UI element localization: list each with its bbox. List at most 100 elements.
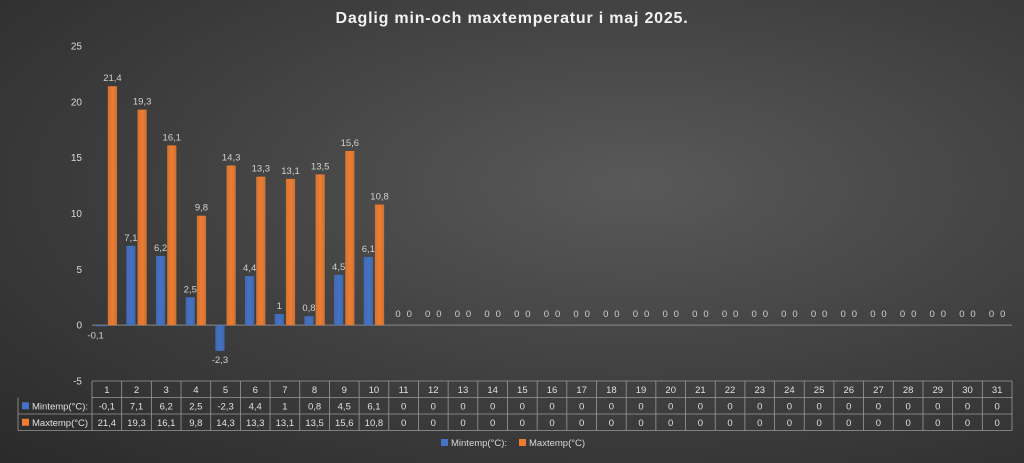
- table-category-cell: 11: [399, 385, 409, 396]
- table-category-cell: 25: [814, 385, 825, 396]
- min-data-label: 0: [751, 309, 756, 320]
- table-value-cell: 13,3: [246, 418, 265, 429]
- y-tick-label: -5: [73, 377, 82, 388]
- min-data-label: 0: [395, 309, 400, 320]
- max-data-label: 9,8: [195, 203, 208, 214]
- max-bar: [167, 145, 177, 326]
- max-data-label: 0: [466, 309, 471, 320]
- min-bar: [96, 325, 106, 327]
- max-data-label: 19,3: [133, 97, 152, 108]
- max-bar: [285, 178, 296, 326]
- min-data-label: 0: [722, 309, 727, 320]
- table-value-cell: 0: [698, 418, 703, 429]
- table-value-cell: 0: [460, 418, 465, 429]
- table-value-cell: 15,6: [335, 418, 354, 429]
- table-category-cell: 13: [458, 385, 469, 396]
- table-value-cell: 0: [935, 418, 940, 429]
- legend: Mintemp(°C): Maxtemp(°C): [441, 438, 585, 449]
- min-data-label: 0: [870, 309, 875, 320]
- max-bar: [315, 174, 325, 326]
- max-data-label: 0: [496, 309, 501, 320]
- min-data-label: 2,5: [184, 284, 197, 295]
- table-value-cell: 6,1: [367, 402, 380, 413]
- table-value-cell: 0: [579, 418, 584, 429]
- table-legend-key: [22, 402, 29, 410]
- data-labels: -0,17,16,22,5-2,34,41 0,84,56,10 0 0 0 0 0 0 0 0 0…: [87, 73, 1005, 366]
- max-data-label: 0: [614, 309, 619, 320]
- max-data-label: 0: [970, 309, 975, 320]
- min-bar: [363, 257, 373, 326]
- max-bar: [345, 150, 355, 326]
- table-value-cell: 0: [490, 402, 495, 413]
- max-data-label: 21,4: [103, 73, 122, 84]
- min-data-label: 0: [959, 309, 964, 320]
- table-category-cell: 8: [312, 385, 317, 396]
- min-bar: [334, 274, 344, 326]
- table-category-cell: 16: [547, 385, 558, 396]
- table-category-cell: 7: [282, 385, 287, 396]
- max-data-label: 0: [1000, 309, 1005, 320]
- table-value-cell: 0: [965, 402, 970, 413]
- max-data-label: 0: [941, 309, 946, 320]
- max-data-label: 0: [585, 309, 590, 320]
- table-value-cell: 0: [727, 418, 732, 429]
- table-category-cell: 28: [903, 385, 914, 396]
- min-data-label: 0: [573, 309, 578, 320]
- table-value-cell: 13,5: [305, 418, 324, 429]
- min-data-label: 7,1: [124, 233, 137, 244]
- min-bar: [155, 255, 166, 326]
- table-row-header: Maxtemp(°C): [32, 418, 88, 429]
- min-data-label: 6,2: [154, 243, 167, 254]
- max-data-label: 0: [822, 309, 827, 320]
- table-category-cell: 19: [636, 385, 647, 396]
- table-value-cell: 7,1: [130, 402, 143, 413]
- table-category-cell: 18: [606, 385, 617, 396]
- table-value-cell: 0: [876, 402, 881, 413]
- min-data-label: 1: [277, 301, 282, 312]
- min-data-label: 0: [841, 309, 846, 320]
- table-category-cell: 9: [342, 385, 347, 396]
- max-data-label: 14,3: [222, 152, 241, 163]
- table-category-cell: 22: [725, 385, 736, 396]
- max-bar: [137, 109, 147, 326]
- table-category-cell: 1: [104, 385, 109, 396]
- min-data-label: 0: [633, 309, 638, 320]
- y-tick-label: 20: [71, 97, 83, 108]
- table-value-cell: 0: [935, 402, 940, 413]
- table-value-cell: 0: [876, 418, 881, 429]
- table-value-cell: 0: [520, 418, 525, 429]
- table-value-cell: 0: [490, 418, 495, 429]
- legend-entry: Mintemp(°C):: [451, 438, 507, 449]
- table-row-header: Mintemp(°C):: [32, 402, 88, 413]
- table-category-cell: 23: [754, 385, 765, 396]
- y-tick-label: 25: [71, 42, 83, 53]
- legend-swatch: [441, 439, 448, 446]
- max-data-label: 0: [792, 309, 797, 320]
- table-value-cell: 0: [965, 418, 970, 429]
- table-category-cell: 20: [665, 385, 676, 396]
- table-value-cell: 9,8: [189, 418, 202, 429]
- max-data-label: 0: [881, 309, 886, 320]
- table-category-cell: 29: [933, 385, 944, 396]
- min-data-label: 0: [544, 309, 549, 320]
- table-value-cell: 0: [668, 418, 673, 429]
- min-data-label: 4,4: [243, 263, 256, 274]
- table-value-cell: 0: [787, 418, 792, 429]
- table-category-cell: 30: [962, 385, 973, 396]
- table-value-cell: 0: [401, 418, 406, 429]
- table-value-cell: -2,3: [217, 402, 233, 413]
- table-value-cell: 16,1: [157, 418, 176, 429]
- table-category-cell: 3: [164, 385, 169, 396]
- max-data-label: 13,1: [281, 166, 300, 177]
- min-data-label: 6,1: [362, 244, 375, 255]
- table-value-cell: 0,8: [308, 402, 321, 413]
- max-bar: [374, 204, 385, 326]
- table-value-cell: 21,4: [98, 418, 117, 429]
- max-data-label: 0: [674, 309, 679, 320]
- table-category-cell: 12: [428, 385, 439, 396]
- table-value-cell: 4,5: [338, 402, 351, 413]
- table-value-cell: 0: [816, 418, 821, 429]
- y-tick-label: 5: [76, 265, 82, 276]
- table-category-cell: 6: [253, 385, 258, 396]
- max-data-label: 0: [407, 309, 412, 320]
